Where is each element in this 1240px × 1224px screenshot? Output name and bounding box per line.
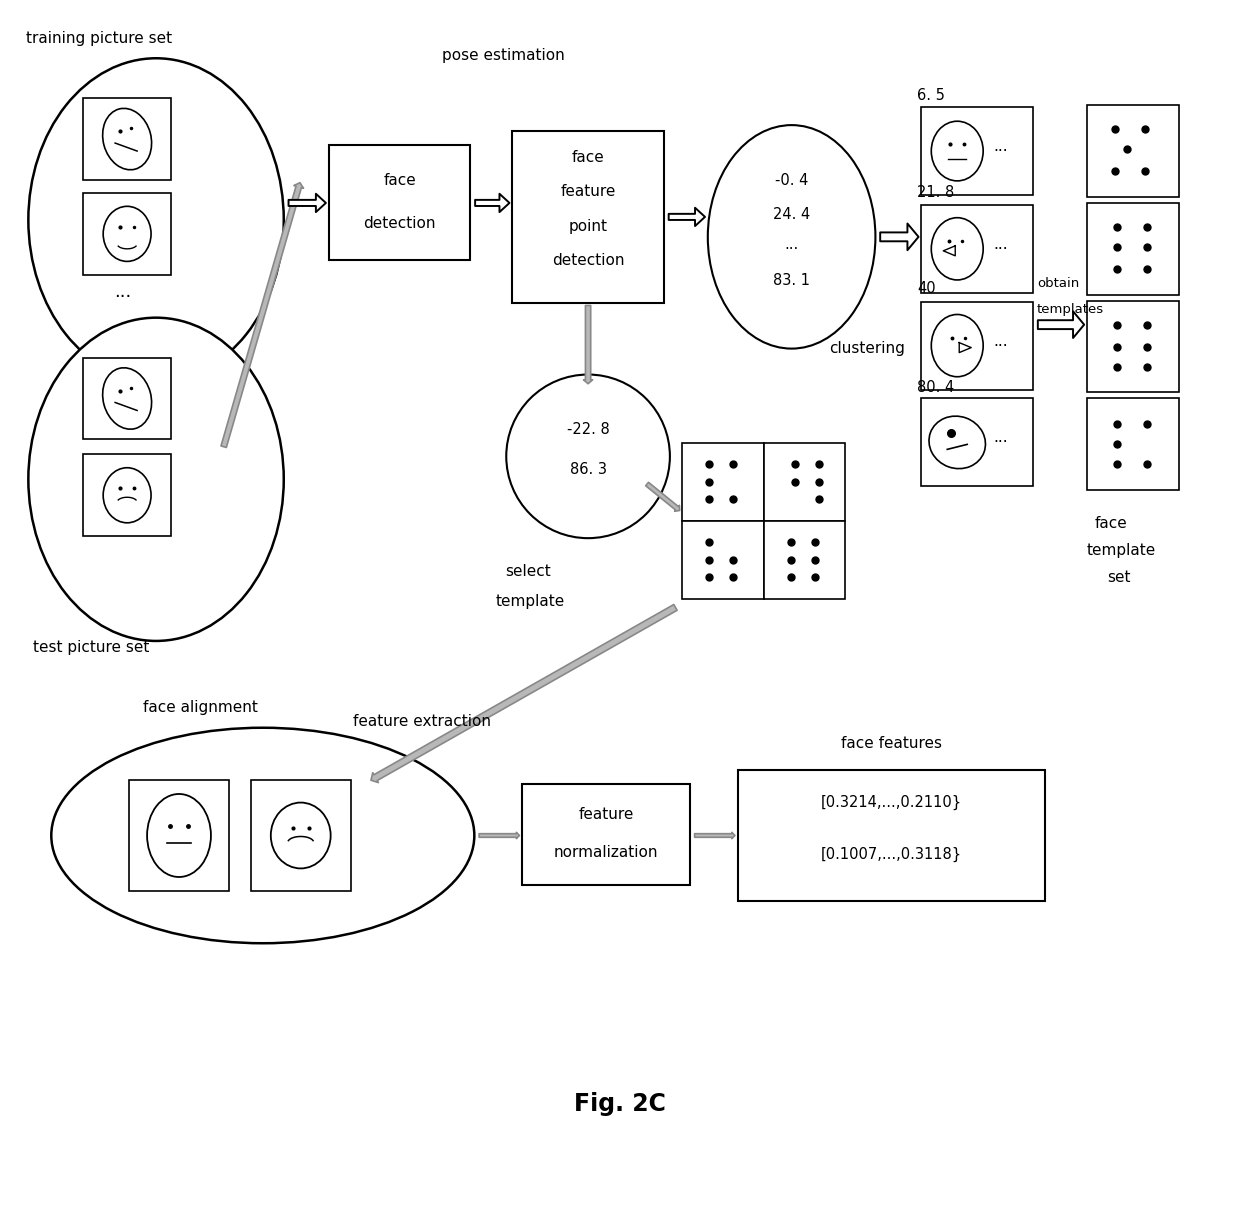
Bar	[921, 108, 1033, 195]
Text: ...: ...	[993, 334, 1008, 349]
Text: 21. 8: 21. 8	[918, 185, 955, 200]
Bar	[129, 780, 229, 891]
Text: template: template	[495, 594, 564, 610]
Ellipse shape	[708, 125, 875, 349]
Text: 86. 3: 86. 3	[569, 463, 606, 477]
Bar	[921, 301, 1033, 389]
Text: detection: detection	[552, 253, 624, 268]
Text: face: face	[572, 151, 604, 165]
Bar	[682, 521, 764, 599]
Text: ...: ...	[993, 431, 1008, 446]
Text: point: point	[569, 219, 608, 234]
Text: -0. 4: -0. 4	[775, 173, 808, 188]
Bar	[329, 146, 470, 259]
Text: 83. 1: 83. 1	[773, 273, 810, 288]
Bar	[921, 399, 1033, 486]
Ellipse shape	[29, 318, 284, 641]
Bar	[738, 770, 1045, 901]
Text: 6. 5: 6. 5	[918, 88, 945, 103]
Ellipse shape	[931, 315, 983, 377]
Text: feature extraction: feature extraction	[352, 714, 491, 728]
Bar	[83, 193, 171, 274]
Bar	[83, 454, 171, 536]
Text: face: face	[1095, 517, 1127, 531]
Ellipse shape	[29, 59, 284, 382]
Bar	[764, 443, 846, 521]
Ellipse shape	[506, 375, 670, 539]
Text: feature: feature	[578, 808, 634, 823]
Text: test picture set: test picture set	[33, 640, 150, 655]
Text: training picture set: training picture set	[26, 32, 172, 47]
Text: template: template	[1087, 543, 1156, 558]
Bar	[83, 98, 171, 180]
Ellipse shape	[103, 367, 151, 430]
Text: ...: ...	[114, 283, 131, 301]
Bar	[682, 443, 764, 521]
Bar	[1087, 105, 1179, 197]
Ellipse shape	[51, 728, 475, 944]
Ellipse shape	[103, 468, 151, 523]
Text: Fig. 2C: Fig. 2C	[574, 1092, 666, 1116]
Ellipse shape	[931, 121, 983, 181]
Text: select: select	[505, 564, 551, 579]
Ellipse shape	[148, 794, 211, 878]
Text: ...: ...	[785, 236, 799, 252]
Text: [0.3214,...,0.2110}: [0.3214,...,0.2110}	[821, 794, 962, 810]
Bar	[764, 521, 846, 599]
Text: face: face	[383, 174, 415, 188]
Text: -22. 8: -22. 8	[567, 422, 609, 437]
Text: face features: face features	[841, 736, 942, 750]
Bar	[1087, 399, 1179, 491]
Text: detection: detection	[363, 215, 435, 230]
Ellipse shape	[931, 218, 983, 280]
Bar	[1087, 203, 1179, 295]
Ellipse shape	[929, 416, 986, 469]
Text: 40: 40	[918, 280, 936, 296]
Text: pose estimation: pose estimation	[443, 48, 565, 64]
Ellipse shape	[103, 109, 151, 170]
Text: ...: ...	[993, 140, 1008, 154]
Ellipse shape	[103, 207, 151, 262]
Bar	[512, 131, 663, 302]
Text: feature: feature	[560, 185, 616, 200]
Text: set: set	[1107, 570, 1131, 585]
Text: 24. 4: 24. 4	[773, 207, 810, 222]
Text: obtain: obtain	[1037, 277, 1079, 290]
Bar	[1087, 301, 1179, 393]
Text: normalization: normalization	[554, 845, 658, 860]
Text: clustering: clustering	[830, 340, 905, 356]
Text: [0.1007,...,0.3118}: [0.1007,...,0.3118}	[821, 847, 962, 863]
Bar	[522, 783, 689, 885]
Bar	[83, 357, 171, 439]
Text: ...: ...	[993, 236, 1008, 252]
Text: face alignment: face alignment	[143, 700, 258, 715]
Text: templates: templates	[1037, 302, 1104, 316]
Ellipse shape	[270, 803, 331, 868]
Bar	[250, 780, 351, 891]
Bar	[921, 204, 1033, 293]
Text: 80. 4: 80. 4	[918, 379, 955, 394]
